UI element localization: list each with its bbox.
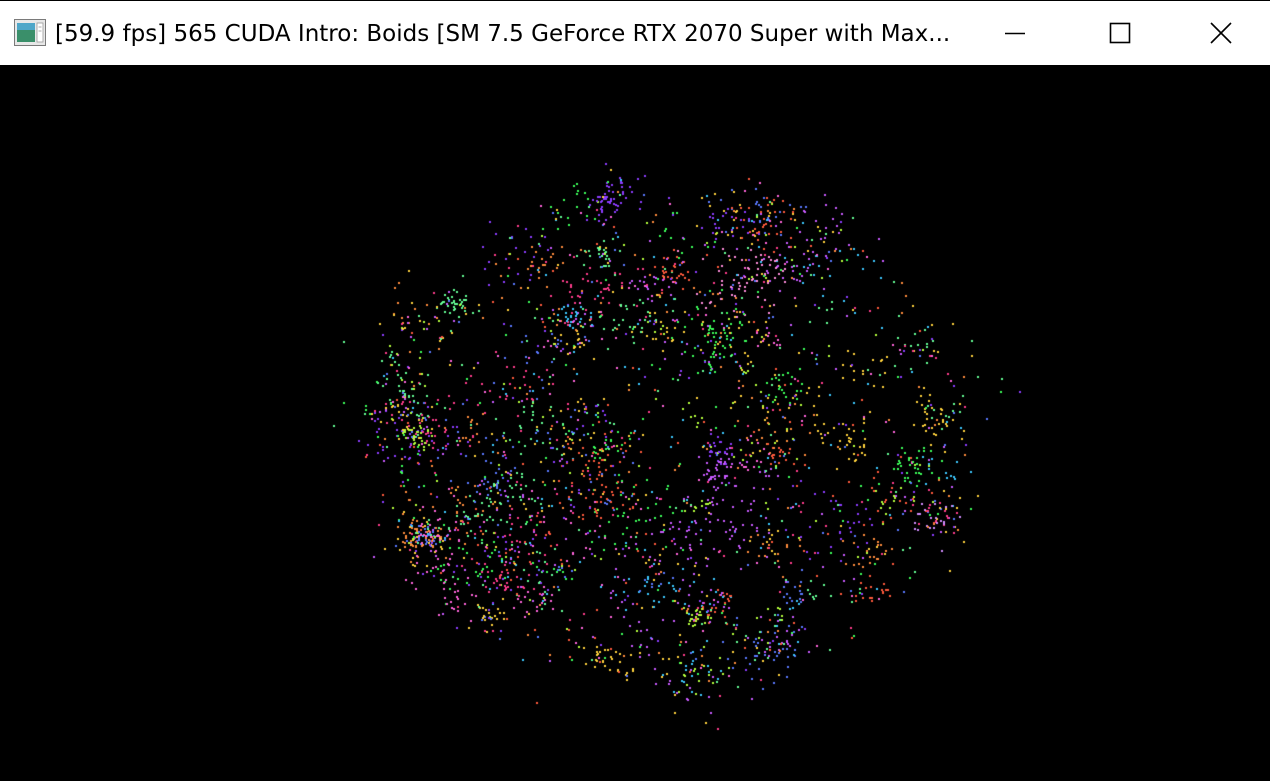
maximize-button[interactable]	[1068, 0, 1172, 65]
minimize-icon	[1005, 32, 1025, 34]
title-bar[interactable]: [59.9 fps] 565 CUDA Intro: Boids [SM 7.5…	[0, 0, 1270, 65]
close-icon	[1210, 21, 1232, 44]
maximize-icon	[1109, 22, 1131, 43]
simulation-viewport[interactable]	[0, 65, 1270, 781]
minimize-button[interactable]	[963, 0, 1067, 65]
boids-canvas[interactable]	[0, 65, 1270, 781]
window-title: [59.9 fps] 565 CUDA Intro: Boids [SM 7.5…	[55, 21, 951, 47]
close-button[interactable]	[1172, 0, 1270, 65]
opengl-app-icon	[14, 19, 46, 46]
